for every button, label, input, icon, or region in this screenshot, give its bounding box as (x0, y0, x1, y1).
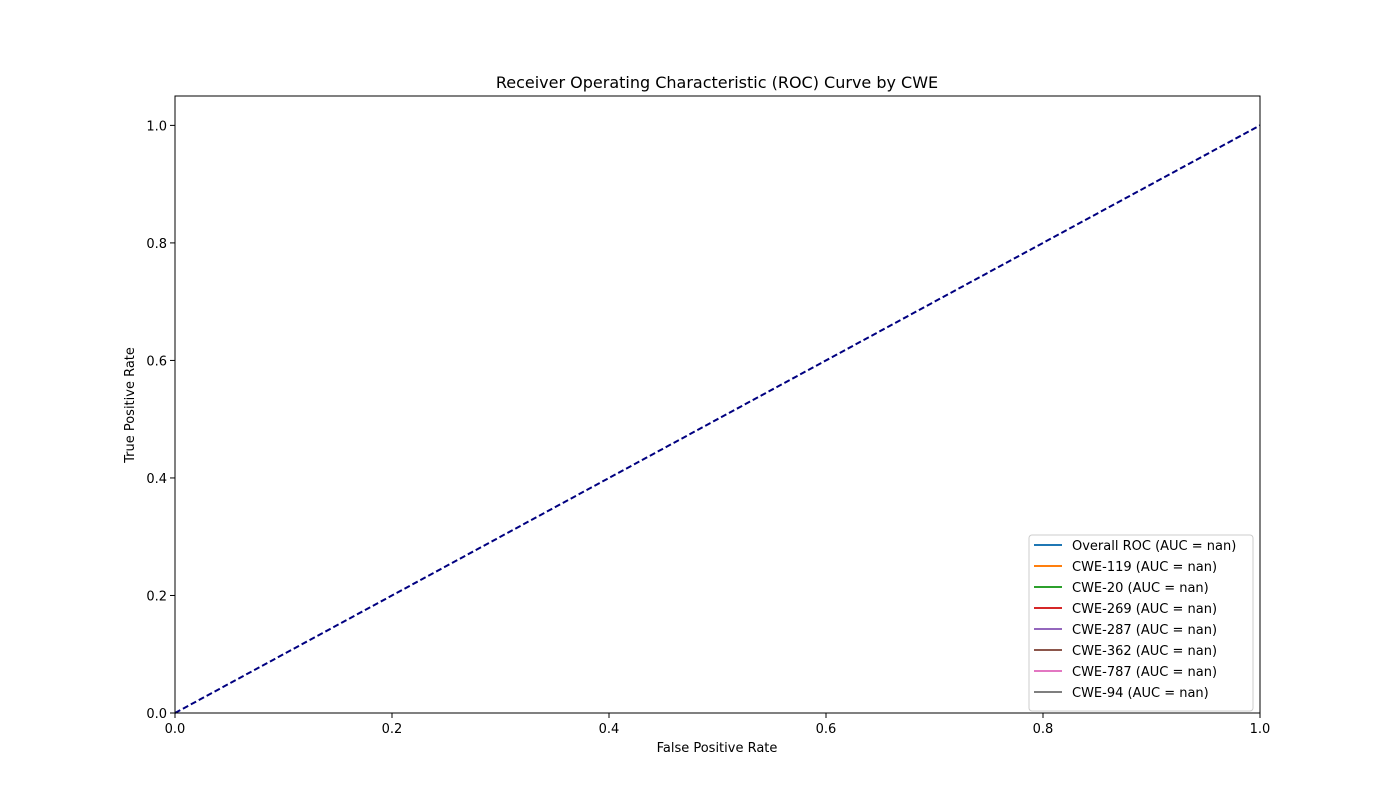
chart-title: Receiver Operating Characteristic (ROC) … (496, 73, 938, 92)
legend-label: CWE-269 (AUC = nan) (1072, 602, 1217, 617)
x-tick-label: 0.0 (165, 722, 186, 737)
plot-area: 0.0 0.2 0.4 0.6 0.8 1.0 0.0 0.2 0.4 0.6 0.8 1.0 (146, 95, 1271, 737)
x-tick-label: 1.0 (1250, 722, 1271, 737)
axes-frame (174, 95, 1261, 714)
x-tick-label: 0.8 (1033, 722, 1054, 737)
legend-label: CWE-20 (AUC = nan) (1072, 581, 1209, 596)
x-tick-label: 0.6 (816, 722, 837, 737)
legend-label: CWE-787 (AUC = nan) (1072, 665, 1217, 680)
y-tick-label: 1.0 (146, 119, 167, 134)
y-tick-label: 0.6 (146, 354, 167, 369)
y-tick-label: 0.0 (146, 707, 167, 722)
legend-label: Overall ROC (AUC = nan) (1072, 539, 1236, 554)
x-tick-label: 0.2 (382, 722, 403, 737)
legend-box (1028, 534, 1254, 712)
y-tick-label: 0.4 (146, 472, 167, 487)
x-axis-title: False Positive Rate (657, 741, 778, 756)
legend-label: CWE-119 (AUC = nan) (1072, 560, 1217, 575)
x-tick-label: 0.4 (599, 722, 620, 737)
y-tick-label: 0.2 (146, 589, 167, 604)
legend-label: CWE-94 (AUC = nan) (1072, 686, 1209, 701)
legend-label: CWE-287 (AUC = nan) (1072, 623, 1217, 638)
legend-label: CWE-362 (AUC = nan) (1072, 644, 1217, 659)
y-axis-title: True Positive Rate (123, 347, 138, 464)
legend: Overall ROC (AUC = nan) CWE-119 (AUC = na… (1028, 534, 1254, 712)
reference-diagonal-line (174, 124, 1261, 714)
y-tick-label: 0.8 (146, 237, 167, 252)
